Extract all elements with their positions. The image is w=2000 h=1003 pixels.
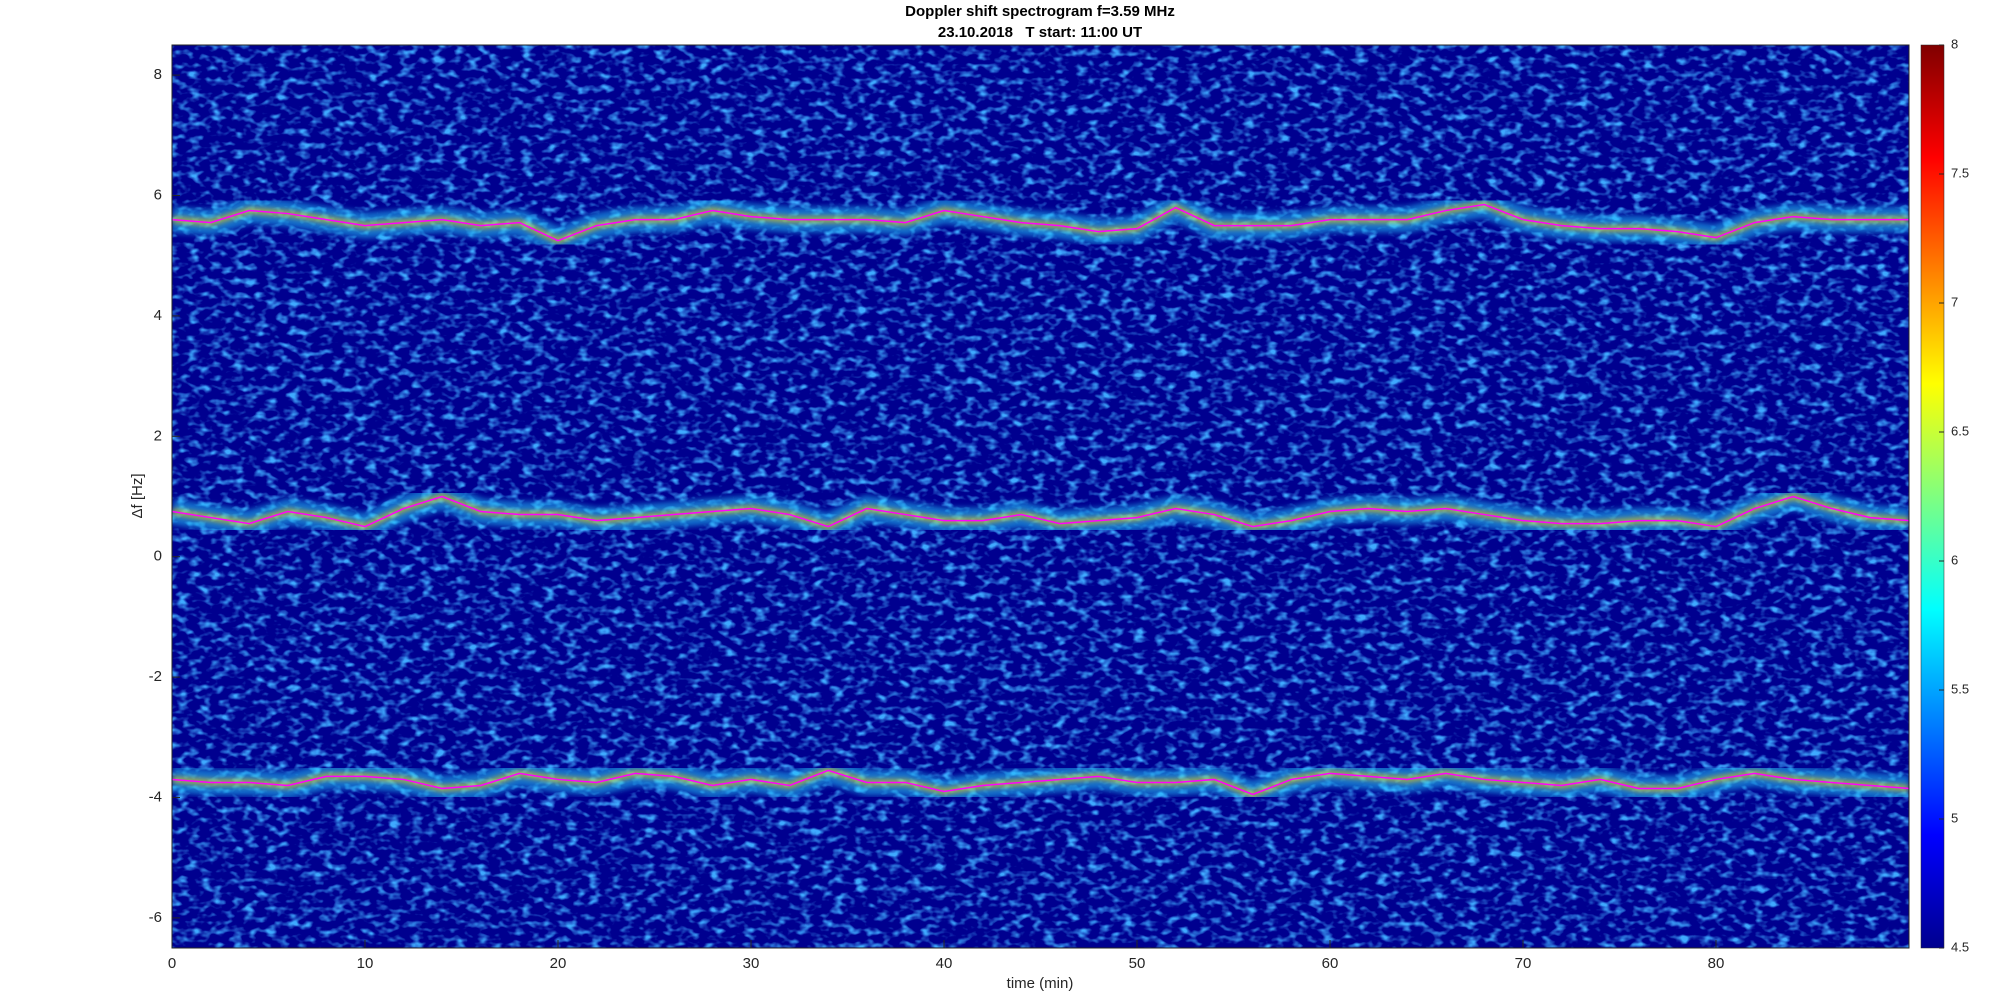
y-tick-label: 2: [154, 427, 162, 444]
colorbar-tick-label: 6.5: [1951, 423, 1969, 438]
x-tick-label: 0: [168, 955, 176, 972]
colorbar-tick-label: 7: [1951, 294, 1958, 309]
colorbar-tick-label: 4.5: [1951, 939, 1969, 954]
y-tick-label: 0: [154, 548, 162, 565]
colorbar-tick-label: 8: [1951, 36, 1958, 51]
colorbar-tick-label: 5.5: [1951, 681, 1969, 696]
colorbar-tick-label: 6: [1951, 552, 1958, 567]
x-tick-label: 60: [1322, 955, 1339, 972]
plot-frame: [171, 44, 1910, 949]
y-axis-label: Δf [Hz]: [129, 473, 146, 518]
plot-area: [172, 191, 1909, 809]
chart-title: Doppler shift spectrogram f=3.59 MHz: [905, 3, 1175, 20]
x-tick-label: 50: [1129, 955, 1146, 972]
y-tick-label: 8: [154, 66, 162, 83]
y-tick-label: -4: [149, 788, 162, 805]
x-tick-label: 10: [357, 955, 374, 972]
y-tick-label: -2: [149, 668, 162, 685]
x-tick-label: 40: [936, 955, 953, 972]
x-tick-label: 20: [550, 955, 567, 972]
trace-line: [172, 203, 1909, 242]
x-tick-label: 70: [1515, 955, 1532, 972]
colorbar-tick-label: 5: [1951, 810, 1958, 825]
y-tick-label: 4: [154, 307, 162, 324]
x-tick-label: 30: [743, 955, 760, 972]
colorbar: [1920, 44, 1945, 949]
colorbar-tick-label: 7.5: [1951, 165, 1969, 180]
y-tick-label: -6: [149, 909, 162, 926]
x-axis-label: time (min): [1007, 975, 1074, 992]
trace-line: [172, 495, 1909, 528]
x-tick-label: 80: [1708, 955, 1725, 972]
y-tick-label: 6: [154, 186, 162, 203]
chart-subtitle: 23.10.2018 T start: 11:00 UT: [938, 24, 1142, 41]
trace-line: [172, 769, 1909, 796]
